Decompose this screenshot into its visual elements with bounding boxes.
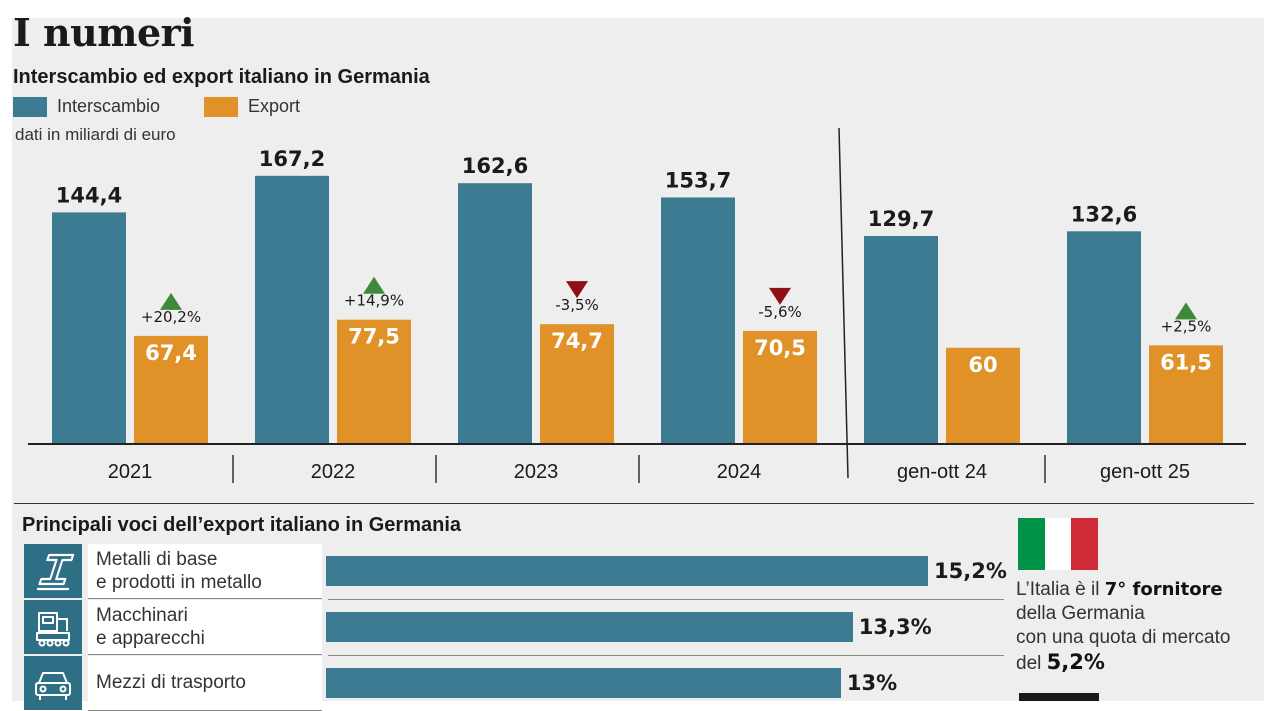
fact-rank: 7° fornitore [1104,579,1223,600]
bar-export [337,319,411,444]
export-change-label: +14,9% [344,292,404,310]
legend-label-interscambio: Interscambio [57,96,161,116]
up-arrow-icon [363,276,385,294]
export-change-label: -3,5% [555,296,599,314]
export-change-label: +2,5% [1161,317,1212,335]
bar-export [946,347,1020,444]
flag-stripe-white [1044,518,1072,570]
bar-interscambio [255,175,329,444]
label-export: 67,4 [145,341,197,365]
legend-label-export: Export [248,96,301,116]
category-label: 2022 [311,461,356,483]
export-item-label-line2: e apparecchi [96,628,205,649]
down-arrow-icon [769,287,791,305]
label-export: 61,5 [1160,350,1212,374]
label-export: 70,5 [754,336,806,360]
fact-pre-quota: del [1016,653,1047,674]
bar-export [540,324,614,444]
legend-export: Export [204,96,300,117]
label-export: 60 [968,353,997,377]
period-divider [838,127,849,479]
category-label: 2021 [108,461,153,483]
row-rule [328,599,1004,600]
export-item-bar [326,556,928,586]
export-item-percent: 15,2% [934,559,1007,583]
export-item-bar [326,668,841,698]
up-arrow-icon [160,292,182,310]
label-export: 74,7 [551,329,603,353]
legend-interscambio: Interscambio [13,96,160,117]
bar-export [743,330,817,444]
up-arrow-icon [1175,302,1197,320]
export-item-label-line1: Mezzi di trasporto [96,672,246,693]
label-interscambio: 132,6 [1071,202,1137,226]
export-item-label-box: Macchinari e apparecchi [88,600,322,655]
legend-swatch-export [204,96,238,117]
export-item-label: Mezzi di trasporto [96,671,322,694]
fact-quota: 5,2% [1046,650,1105,674]
fact-line3: con una quota di mercato [1016,627,1231,648]
export-item-percent: 13% [846,671,898,695]
label-export: 77,5 [348,325,400,349]
export-item-row: Metalli di base e prodotti in metallo 15… [24,544,1024,600]
metal-beam-icon [24,544,82,598]
bar-interscambio [458,183,532,444]
category-label: gen-ott 25 [1100,461,1190,483]
category-label: gen-ott 24 [897,461,987,483]
category-label: 2024 [717,461,762,483]
export-item-row: Macchinari e apparecchi 13,3% [24,600,1024,656]
export-item-label: Macchinari e apparecchi [96,604,322,650]
flag-stripe-red [1071,518,1099,570]
chart-subtitle: Interscambio ed export italiano in Germa… [13,66,430,88]
flag-stripe-green [1018,518,1045,570]
category-label: 2023 [514,461,559,483]
car-icon [24,656,82,710]
machinery-icon [24,600,82,654]
unit-note: dati in miliardi di euro [15,125,176,144]
export-item-label-line1: Macchinari [96,605,188,626]
fact-pre: L’Italia è il [1016,579,1105,600]
export-item-label-box: Mezzi di trasporto [88,656,322,711]
page-title: I numeri [13,10,195,55]
export-item-label-line1: Metalli di base [96,549,218,570]
decorative-block [1019,693,1099,701]
label-interscambio: 129,7 [868,207,934,231]
bar-export [134,335,208,444]
label-interscambio: 167,2 [259,147,325,171]
fact-text: L’Italia è il 7° fornitore della Germani… [1016,578,1256,676]
export-items-title: Principali voci dell’export italiano in … [22,514,462,536]
legend-swatch-interscambio [13,96,47,117]
export-item-label-line2: e prodotti in metallo [96,572,262,593]
bar-export [1149,345,1223,444]
bar-interscambio [52,212,126,444]
down-arrow-icon [566,281,588,299]
export-item-label: Metalli di base e prodotti in metallo [96,548,322,594]
export-item-row: Mezzi di trasporto 13% [24,656,1024,711]
export-item-bar [326,612,853,642]
fact-line2: della Germania [1016,603,1145,624]
bar-interscambio [864,235,938,444]
export-change-label: +20,2% [141,308,201,326]
italy-flag-icon [1018,518,1099,570]
export-item-percent: 13,3% [858,615,932,639]
label-interscambio: 144,4 [56,183,122,207]
section-divider [14,503,1254,504]
export-change-label: -5,6% [758,303,802,321]
bar-interscambio [661,197,735,444]
bar-interscambio [1067,231,1141,444]
label-interscambio: 162,6 [462,154,528,178]
bar-chart: 144,4 67,4 +20,2% 2021 167,2 77,5 +14,9% 2022 16… [28,127,1246,483]
row-rule [328,655,1004,656]
label-interscambio: 153,7 [665,168,731,192]
export-item-label-box: Metalli di base e prodotti in metallo [88,544,322,599]
